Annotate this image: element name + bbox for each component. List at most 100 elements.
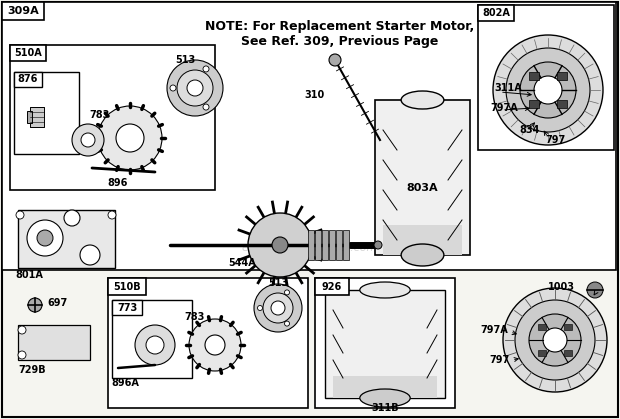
Bar	[383, 225, 462, 255]
Text: 896: 896	[108, 178, 128, 188]
Text: 309A: 309A	[7, 6, 39, 16]
Circle shape	[108, 211, 116, 219]
Bar	[564, 324, 572, 330]
Bar	[343, 230, 349, 260]
Bar	[529, 100, 539, 108]
Bar	[14, 72, 42, 87]
Circle shape	[80, 245, 100, 265]
Circle shape	[16, 211, 24, 219]
Text: 513: 513	[175, 55, 195, 65]
Text: 729B: 729B	[18, 365, 46, 375]
Text: 311A: 311A	[494, 83, 522, 93]
Bar	[14, 72, 79, 154]
Circle shape	[28, 298, 42, 312]
Bar	[325, 290, 445, 398]
Bar	[2, 2, 616, 270]
Text: 896A: 896A	[111, 378, 139, 388]
Polygon shape	[18, 210, 115, 268]
Bar	[329, 230, 335, 260]
Text: 797: 797	[545, 135, 565, 145]
Text: 510A: 510A	[14, 48, 42, 58]
Bar	[10, 45, 215, 190]
Bar	[564, 350, 572, 356]
Text: 510B: 510B	[113, 282, 141, 292]
Circle shape	[329, 54, 341, 66]
Text: 697: 697	[47, 298, 67, 308]
Circle shape	[81, 133, 95, 147]
Polygon shape	[18, 325, 90, 360]
Text: 876: 876	[18, 75, 38, 85]
Circle shape	[72, 124, 104, 156]
Circle shape	[18, 326, 26, 334]
Circle shape	[285, 290, 290, 295]
Bar	[478, 5, 514, 21]
Bar	[108, 278, 308, 408]
Circle shape	[205, 335, 225, 355]
Circle shape	[203, 66, 209, 72]
Bar	[2, 2, 44, 20]
Circle shape	[146, 336, 164, 354]
Circle shape	[271, 301, 285, 315]
Bar	[557, 72, 567, 80]
Bar	[27, 111, 32, 123]
Circle shape	[189, 319, 241, 371]
Bar	[322, 230, 328, 260]
Text: 802A: 802A	[482, 8, 510, 18]
Circle shape	[135, 325, 175, 365]
Text: 310: 310	[305, 90, 325, 100]
Bar	[375, 100, 470, 255]
Text: NOTE: For Replacement Starter Motor,: NOTE: For Replacement Starter Motor,	[205, 20, 475, 33]
Bar	[478, 5, 614, 150]
Circle shape	[116, 124, 144, 152]
Text: 544A: 544A	[228, 258, 256, 268]
Bar	[112, 300, 192, 378]
Circle shape	[506, 48, 590, 132]
Circle shape	[529, 314, 581, 366]
Ellipse shape	[360, 389, 410, 407]
Bar	[108, 278, 146, 295]
Circle shape	[263, 293, 293, 323]
Text: 773: 773	[117, 303, 137, 313]
Circle shape	[520, 62, 576, 118]
Text: 1003: 1003	[548, 282, 575, 292]
Text: eReplacementParts.com: eReplacementParts.com	[242, 243, 378, 253]
Bar	[336, 230, 342, 260]
Circle shape	[503, 288, 607, 392]
Bar	[315, 278, 455, 408]
Bar	[333, 376, 437, 398]
Circle shape	[254, 284, 302, 332]
Bar	[315, 278, 349, 295]
Circle shape	[27, 220, 63, 256]
Circle shape	[374, 241, 382, 249]
Bar	[315, 230, 321, 260]
Text: 803A: 803A	[407, 183, 438, 192]
Bar	[30, 107, 44, 127]
Bar	[538, 324, 546, 330]
Circle shape	[248, 213, 312, 277]
Ellipse shape	[401, 91, 444, 109]
Text: 797: 797	[490, 355, 510, 365]
Text: 797A: 797A	[480, 325, 508, 335]
Circle shape	[64, 210, 80, 226]
Text: 926: 926	[322, 282, 342, 292]
Bar	[538, 350, 546, 356]
Circle shape	[543, 328, 567, 352]
Text: 783: 783	[185, 312, 205, 322]
Circle shape	[534, 76, 562, 104]
Text: 834: 834	[520, 125, 540, 135]
Text: 801A: 801A	[15, 270, 43, 280]
Ellipse shape	[360, 282, 410, 298]
Circle shape	[203, 104, 209, 110]
Circle shape	[587, 282, 603, 298]
Bar	[308, 230, 314, 260]
Text: 311B: 311B	[371, 403, 399, 413]
Circle shape	[170, 85, 176, 91]
Circle shape	[493, 35, 603, 145]
Bar	[112, 300, 142, 315]
Bar	[10, 45, 46, 61]
Circle shape	[37, 230, 53, 246]
Circle shape	[177, 70, 213, 106]
Circle shape	[98, 106, 162, 170]
Circle shape	[515, 300, 595, 380]
Bar	[529, 72, 539, 80]
